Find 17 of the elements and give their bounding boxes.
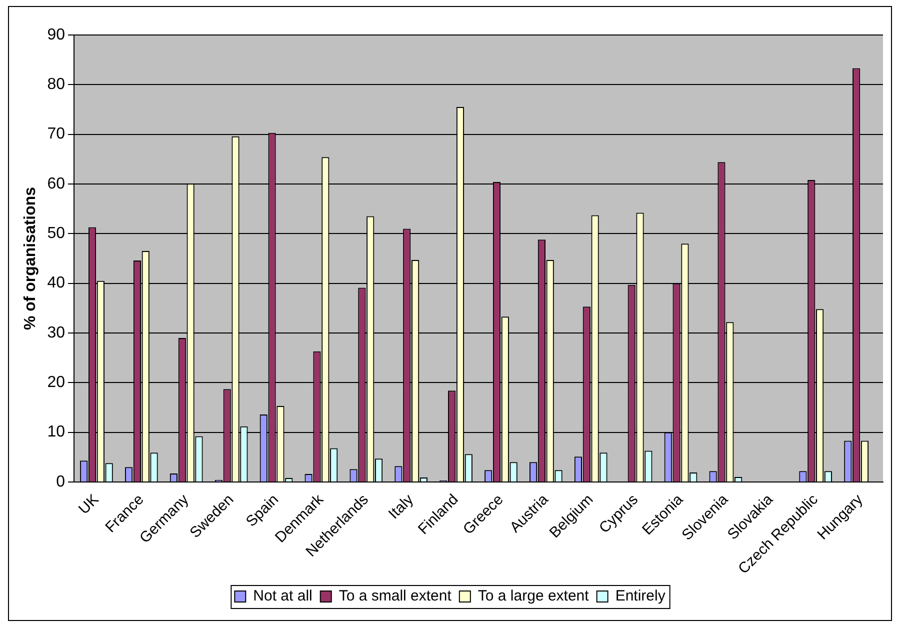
legend-label: To a large extent xyxy=(478,588,590,605)
legend-label: Not at all xyxy=(253,588,312,605)
y-tick-label: 40 xyxy=(47,274,66,292)
y-tick-label: 20 xyxy=(47,374,66,392)
x-tick-label: UK xyxy=(75,491,102,518)
y-tick-label: 30 xyxy=(47,324,66,342)
y-tick-label: 70 xyxy=(47,126,66,143)
y-tick-label: 0 xyxy=(56,473,66,490)
y-tick-label: 60 xyxy=(47,175,66,192)
legend-label: Entirely xyxy=(615,588,666,605)
x-tick-label: Italy xyxy=(385,490,418,523)
y-tick-label: 80 xyxy=(47,76,66,94)
y-tick-label: 50 xyxy=(47,225,66,242)
legend-label: To a small extent xyxy=(338,588,452,605)
y-axis-title: % of organisations xyxy=(22,186,40,330)
y-tick-label: 90 xyxy=(47,26,66,44)
y-tick-label: 10 xyxy=(47,424,66,441)
